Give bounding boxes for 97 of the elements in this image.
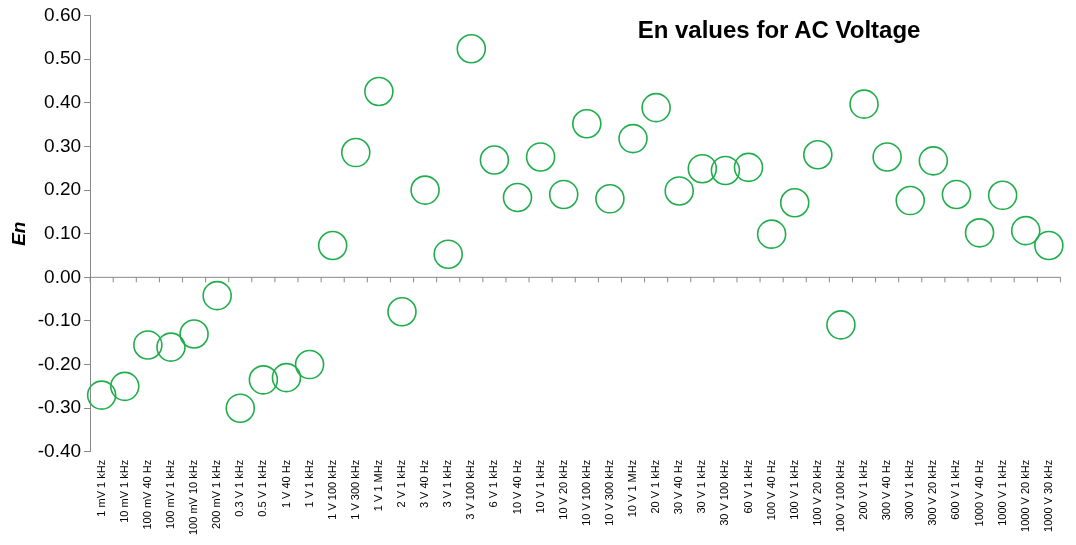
x-tick-label: 1000 V 30 kHz <box>1041 459 1054 532</box>
point <box>502 182 533 213</box>
x-tick-label: 100 V 20 kHz <box>810 459 823 526</box>
y-tick-label: 0.10 <box>44 221 82 243</box>
point <box>849 89 879 119</box>
point <box>687 153 718 184</box>
x-tick-label: 20 V 1 kHz <box>649 459 662 514</box>
point <box>340 137 371 168</box>
point <box>179 319 209 349</box>
x-tick-label: 100 V 100 kHz <box>833 459 846 532</box>
x-tick-label: 1 V 1 kHz <box>302 459 315 508</box>
y-tick-label: -0.10 <box>37 309 82 331</box>
point <box>525 142 556 172</box>
y-tick-label: 0.20 <box>44 178 82 200</box>
x-tick-label: 100 V 1 kHz <box>787 459 800 520</box>
point <box>456 33 487 64</box>
x-tick-label: 2 V 1 kHz <box>395 459 408 508</box>
point <box>317 230 348 261</box>
y-tick-label: 0.30 <box>44 134 82 156</box>
x-tick-label: 30 V 40 Hz <box>672 459 685 515</box>
x-tick-label: 300 V 1 kHz <box>903 459 916 520</box>
point <box>710 155 741 186</box>
point <box>271 362 302 393</box>
point <box>964 218 995 248</box>
x-tick-label: 200 V 1 kHz <box>857 459 870 520</box>
point <box>895 185 926 216</box>
point <box>548 179 579 210</box>
y-tick-label: 0.40 <box>44 91 82 113</box>
x-tick-label: 1 V 300 kHz <box>348 459 361 520</box>
y-tick-label: 0.00 <box>44 265 82 287</box>
point <box>387 296 417 327</box>
x-tick-label: 3 V 40 Hz <box>418 459 431 509</box>
x-tick-label: 3 V 100 kHz <box>464 459 477 520</box>
point <box>109 371 140 402</box>
x-tick-label: 10 V 40 Hz <box>510 459 523 515</box>
x-tick-label: 200 mV 1 kHz <box>210 459 223 529</box>
x-tick-label: 100 mV 40 Hz <box>140 459 153 530</box>
x-tick-label: 1000 V 1 kHz <box>995 459 1008 526</box>
x-tick-label: 100 V 40 Hz <box>764 459 777 521</box>
x-tick-label: 300 V 40 Hz <box>880 459 893 521</box>
y-tick-label: -0.30 <box>37 396 82 418</box>
x-tick-label: 10 mV 1 kHz <box>117 459 130 523</box>
point <box>156 332 186 362</box>
x-tick-label: 10 V 1 MHz <box>626 459 639 518</box>
point <box>479 145 510 175</box>
point <box>779 187 810 218</box>
x-tick-label: 300 V 20 kHz <box>926 459 939 526</box>
x-tick-label: 1 mV 1 kHz <box>94 459 107 517</box>
y-tick-label: -0.20 <box>37 352 82 374</box>
x-tick-label: 1 V 1 MHz <box>371 459 384 512</box>
x-tick-label: 30 V 100 kHz <box>718 459 731 526</box>
x-tick-label: 10 V 1 kHz <box>533 459 546 514</box>
x-tick-label: 30 V 1 kHz <box>695 459 708 514</box>
point <box>756 219 787 249</box>
x-tick-label: 1 V 40 Hz <box>279 459 292 509</box>
point <box>1034 230 1064 261</box>
point <box>202 280 232 311</box>
point <box>803 139 833 170</box>
x-tick-label: 0.3 V 1 kHz <box>233 459 246 517</box>
point <box>1010 215 1041 246</box>
point <box>572 108 602 139</box>
point <box>248 365 279 395</box>
point <box>133 330 163 360</box>
x-tick-label: 0.5 V 1 kHz <box>256 459 269 517</box>
x-tick-label: 6 V 1 kHz <box>487 459 500 508</box>
y-tick-label: 0.60 <box>44 3 82 25</box>
x-tick-label: 60 V 1 kHz <box>741 459 754 514</box>
x-tick-label: 3 V 1 kHz <box>441 459 454 508</box>
point <box>987 180 1018 211</box>
x-tick-label: 100 mV 1 kHz <box>164 459 176 529</box>
point <box>664 176 695 206</box>
point <box>918 146 949 176</box>
x-tick-label: 1 V 100 kHz <box>325 459 338 520</box>
x-tick-label: 100 mV 10 kHz <box>187 459 200 535</box>
x-tick-label: 1000 V 40 Hz <box>972 459 985 527</box>
x-tick-label: 600 V 1 kHz <box>949 459 962 520</box>
point <box>86 380 117 410</box>
point <box>595 184 625 214</box>
point <box>225 393 256 423</box>
point <box>641 92 671 123</box>
x-tick-label: 10 V 300 kHz <box>602 459 615 526</box>
x-tick-label: 10 V 100 kHz <box>579 459 592 526</box>
point <box>433 239 463 269</box>
point <box>941 179 972 210</box>
point <box>364 76 394 107</box>
point <box>872 142 902 172</box>
x-tick-label: 10 V 20 kHz <box>556 459 569 520</box>
point <box>733 152 764 183</box>
x-tick-label: 1000 V 20 kHz <box>1018 459 1031 532</box>
point <box>410 175 440 205</box>
chart-title: En values for AC Voltage <box>637 16 921 44</box>
point <box>618 123 648 154</box>
point <box>826 310 856 340</box>
y-axis-title: En <box>7 221 29 246</box>
point <box>294 349 325 380</box>
y-tick-label: -0.40 <box>37 440 82 462</box>
y-tick-label: 0.50 <box>44 47 82 69</box>
